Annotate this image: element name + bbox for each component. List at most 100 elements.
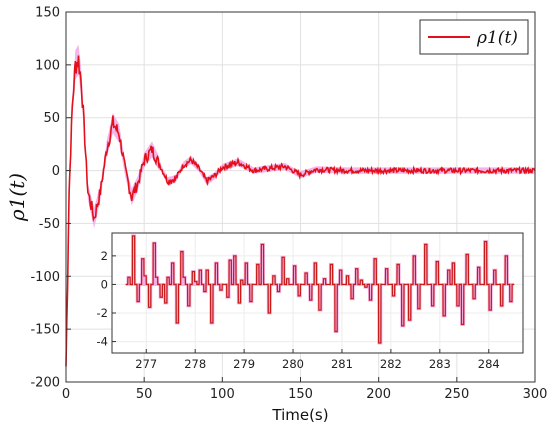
inset-band bbox=[190, 270, 196, 286]
inset-band bbox=[367, 282, 374, 302]
y-tick-label: 100 bbox=[35, 58, 60, 73]
inset-x-tick-label: 278 bbox=[184, 357, 206, 371]
inset-band bbox=[292, 264, 298, 286]
main-axes: 0 50 100 150 200 250 300 -200 -150 -100 -50 0 50 100 1… bbox=[30, 6, 547, 403]
inset-band bbox=[317, 282, 323, 312]
inset-y-tick-label: -2 bbox=[97, 306, 108, 320]
inset-x-tick-label: 282 bbox=[380, 357, 402, 371]
inset-band bbox=[232, 254, 238, 286]
y-tick-label: -50 bbox=[39, 217, 60, 232]
inset-band bbox=[411, 254, 417, 286]
inset-band bbox=[434, 260, 440, 286]
inset-band bbox=[271, 274, 277, 286]
inset-band bbox=[460, 282, 466, 326]
inset-band bbox=[377, 282, 383, 345]
inset-band bbox=[248, 282, 254, 304]
inset-band bbox=[130, 234, 137, 286]
inset-band bbox=[344, 274, 351, 286]
inset-plot: 277 278 279 280 281 282 283 284 -4 -2 0 2 bbox=[97, 232, 524, 371]
inset-band bbox=[193, 280, 199, 286]
x-tick-label: 0 bbox=[62, 387, 70, 402]
inset-band bbox=[338, 268, 344, 286]
inset-band bbox=[197, 268, 203, 286]
x-tick-label: 50 bbox=[136, 387, 153, 402]
inset-band bbox=[126, 275, 132, 286]
inset-band bbox=[446, 268, 452, 286]
inset-band bbox=[174, 282, 180, 325]
inset-band bbox=[358, 278, 364, 286]
inset-band bbox=[503, 254, 509, 286]
inset-band bbox=[227, 258, 233, 286]
inset-band bbox=[218, 282, 224, 292]
inset-band bbox=[204, 268, 210, 286]
inset-band bbox=[296, 282, 302, 298]
main-grid bbox=[65, 11, 536, 383]
y-tick-label: -150 bbox=[30, 323, 60, 338]
y-tick-label: 150 bbox=[35, 6, 60, 21]
inset-band bbox=[471, 282, 477, 301]
inset-band bbox=[464, 252, 470, 286]
x-tick-label: 150 bbox=[288, 387, 313, 402]
y-tick-label: -100 bbox=[30, 270, 60, 285]
inset-band bbox=[492, 268, 498, 286]
inset-y-tick-label: 2 bbox=[101, 249, 108, 263]
inset-band bbox=[328, 262, 335, 286]
inset-x-tick-label: 277 bbox=[135, 357, 157, 371]
x-tick-label: 200 bbox=[366, 387, 391, 402]
inset-band bbox=[275, 282, 282, 294]
inset-band bbox=[236, 282, 243, 305]
inset-band bbox=[455, 282, 461, 308]
inset-frame bbox=[111, 232, 524, 354]
inset-line bbox=[125, 235, 515, 344]
inset-band bbox=[508, 282, 514, 304]
inset-band bbox=[225, 282, 231, 299]
inset-x-tick-label: 281 bbox=[331, 357, 353, 371]
inset-x-tick-label: 279 bbox=[233, 357, 255, 371]
inset-band bbox=[312, 261, 318, 286]
y-axis-label: ρ1(t) bbox=[5, 173, 29, 222]
inset-band bbox=[158, 282, 164, 299]
inset-x-tick-label: 283 bbox=[429, 357, 451, 371]
inset-band bbox=[209, 282, 215, 325]
series-line bbox=[65, 55, 536, 367]
inset-band bbox=[308, 282, 314, 302]
inset-band bbox=[363, 282, 369, 289]
inset-y-tick-label: -4 bbox=[97, 335, 108, 349]
inset-band bbox=[416, 282, 422, 311]
inset-band bbox=[243, 261, 249, 286]
inset-y-tick-label: 0 bbox=[101, 277, 108, 291]
inset-x-tick-label: 284 bbox=[478, 357, 500, 371]
inset-band bbox=[163, 282, 169, 305]
inset-band bbox=[354, 267, 360, 286]
inset-band bbox=[285, 277, 291, 286]
inset-band bbox=[266, 282, 272, 315]
inset-band bbox=[321, 277, 328, 286]
inset-band bbox=[384, 267, 390, 286]
inset-band bbox=[333, 282, 339, 334]
inset-band bbox=[142, 274, 148, 286]
inset-band bbox=[147, 282, 153, 309]
legend: ρ1(t) bbox=[419, 19, 529, 55]
inset-band bbox=[181, 275, 187, 286]
inset-band bbox=[400, 282, 406, 328]
inset-band bbox=[487, 282, 493, 312]
inset-band bbox=[165, 275, 171, 286]
inset-band bbox=[153, 275, 160, 286]
inset-band bbox=[395, 262, 401, 286]
inset-band bbox=[140, 257, 146, 286]
inset-x-tick-label: 280 bbox=[282, 357, 304, 371]
y-tick-label: 0 bbox=[52, 164, 60, 179]
legend-label: ρ1(t) bbox=[476, 28, 518, 48]
inset-band bbox=[202, 282, 208, 294]
inset-band bbox=[239, 278, 245, 286]
x-axis-label: Time(s) bbox=[271, 406, 328, 424]
inset-band bbox=[499, 282, 505, 308]
inset-band bbox=[255, 262, 261, 286]
inset-band bbox=[423, 242, 429, 286]
inset-band bbox=[430, 282, 436, 308]
inset-band bbox=[390, 282, 397, 298]
inset-band bbox=[441, 282, 447, 318]
inset-band bbox=[213, 261, 220, 286]
inset-band bbox=[170, 261, 176, 286]
